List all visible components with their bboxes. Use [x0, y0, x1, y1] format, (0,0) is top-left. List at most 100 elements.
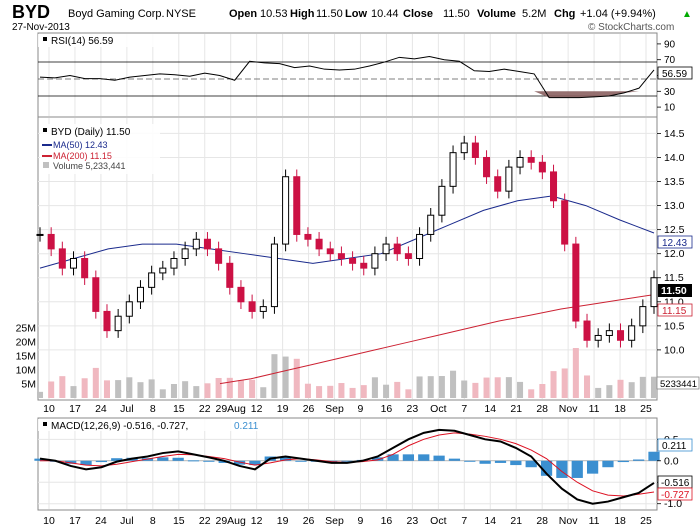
rsi-oversold-fill — [534, 91, 640, 98]
candle-body — [605, 330, 613, 336]
volume-bar — [59, 376, 66, 398]
open-value: 10.53 — [260, 8, 288, 20]
macd-histogram-bar — [602, 460, 614, 468]
volume-bar — [572, 348, 579, 398]
rsi-tick-label: 90 — [664, 39, 676, 50]
macd-histogram-bar — [203, 460, 215, 462]
macd-legend-bg — [38, 419, 268, 431]
candle-body — [81, 258, 89, 279]
x-tick-label: 29Aug — [216, 403, 247, 415]
candle-body — [438, 185, 446, 216]
volume-bar — [193, 386, 200, 398]
ma200-legend: MA(200) 11.15 — [53, 151, 112, 161]
low-value: 10.44 — [371, 8, 399, 20]
macd-histogram-bar — [233, 460, 246, 465]
candle-body — [449, 152, 457, 187]
x-tick-label: 11 — [589, 515, 600, 527]
rsi-tick-label: 70 — [664, 55, 676, 66]
candle-body — [47, 233, 55, 250]
x-tick-label: 16 — [381, 515, 393, 527]
rsi-legend-bg — [38, 34, 178, 47]
candle-body — [270, 243, 278, 308]
volume-bar — [494, 377, 501, 398]
price-candles — [36, 135, 658, 348]
candle-body — [393, 243, 401, 255]
macd-histogram-bar — [34, 458, 46, 461]
candle-body — [516, 156, 524, 168]
volume-tick-label: 10M — [16, 365, 36, 377]
volume-bar — [505, 377, 512, 398]
x-tick-label: Oct — [430, 403, 446, 415]
x-tick-label: 22 — [199, 403, 211, 415]
rsi-tick-label: 10 — [664, 103, 676, 114]
close-value-tag — [658, 284, 692, 297]
price-axis: 14.514.013.513.012.512.011.511.010.510.0 — [657, 128, 685, 356]
price-legend-title: BYD (Daily) 11.50 — [51, 127, 131, 138]
candle-body — [58, 248, 66, 269]
volume-bar — [249, 379, 256, 398]
volume-bar — [304, 383, 311, 398]
macd-histogram-bar — [586, 460, 599, 474]
price-panel: BYD (Daily) 11.50 MA(50) 12.43 MA(200) 1… — [16, 116, 700, 401]
volume-bar — [159, 389, 166, 398]
volume-bar — [383, 384, 390, 398]
macd-histogram-bar — [448, 458, 461, 461]
volume-bar — [293, 358, 300, 398]
ticker-symbol: BYD — [12, 2, 50, 22]
candle-body — [114, 315, 122, 332]
x-tick-label: 24 — [95, 515, 107, 527]
volume-bar — [316, 386, 323, 398]
volume-bar — [360, 385, 367, 398]
volume-bar — [550, 371, 557, 398]
volume-legend: Volume 5,233,441 — [53, 161, 126, 171]
macd-histogram-bar — [633, 459, 645, 461]
close-label: Close — [403, 8, 433, 20]
x-tick-label: 12 — [251, 403, 263, 415]
candle-body — [494, 176, 502, 192]
x-tick-label: 8 — [150, 515, 156, 527]
macd-histogram-bar — [525, 460, 537, 468]
close-value-tag-text: 11.50 — [661, 285, 687, 297]
candle-body — [315, 238, 323, 250]
macd-histogram-bar — [556, 460, 568, 478]
macd-histogram-bar — [187, 460, 200, 462]
x-tick-label: 7 — [461, 515, 467, 527]
candle-body — [136, 286, 144, 303]
price-tick-label: 14.5 — [664, 128, 685, 140]
x-tick-label: Sep — [325, 515, 344, 527]
x-tick-label: 29Aug — [216, 515, 247, 527]
candle-body — [639, 306, 647, 327]
macd-histogram-bar — [510, 460, 522, 466]
x-tick-label: 10 — [43, 515, 55, 527]
volume-bar — [204, 383, 211, 398]
candle-body — [215, 248, 223, 264]
x-tick-label: 18 — [614, 403, 626, 415]
x-tick-label: 11 — [589, 403, 600, 415]
candle-body — [538, 161, 546, 173]
candle-body — [471, 142, 479, 158]
macd-histogram-bar — [80, 460, 92, 466]
watermark: © StockCharts.com — [588, 22, 674, 33]
candle-body — [148, 272, 156, 288]
macd-histogram-bar — [372, 457, 384, 461]
volume-bar — [148, 379, 155, 398]
rsi-line — [39, 56, 655, 99]
volume-bar — [81, 378, 88, 398]
volume-bar — [617, 379, 624, 398]
price-tick-label: 14.0 — [664, 152, 685, 164]
x-tick-label: 28 — [536, 515, 548, 527]
candle-body — [404, 253, 412, 259]
volume-bar — [36, 391, 44, 398]
candle-body — [594, 334, 602, 341]
candle-body — [550, 171, 558, 202]
volume-bar — [271, 354, 278, 398]
open-label: Open — [229, 8, 257, 20]
macd-histogram-bar — [279, 457, 292, 461]
macd-histogram-bar — [464, 460, 476, 462]
company-name: Boyd Gaming Corp. — [68, 8, 165, 20]
macd-legend: MACD(12,26,9) -0.516, -0.727, — [51, 421, 188, 432]
x-tick-label: 21 — [510, 403, 522, 415]
volume-bar — [528, 389, 535, 398]
candle-body — [628, 325, 636, 341]
up-arrow-icon: ▲ — [682, 9, 692, 20]
